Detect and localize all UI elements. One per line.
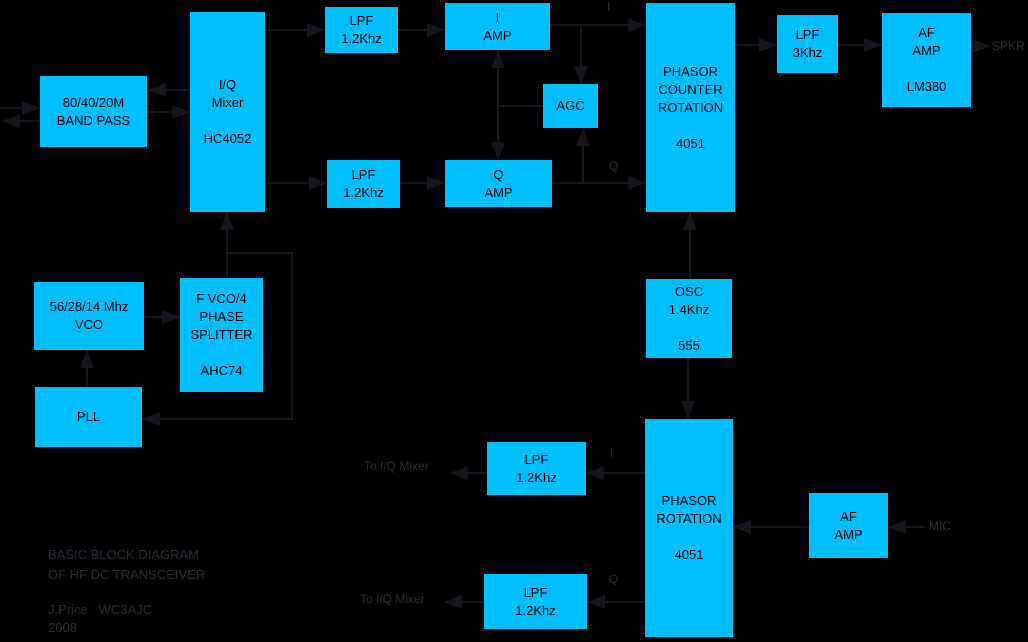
wire-label-i-receive: I [607,0,611,14]
wire-feedback-to-pll [142,252,293,426]
block-lpf-q-transmit: LPF 1.2Khz [484,574,587,629]
to-iq-mixer-label-bottom: To I/Q Mixer [360,592,425,606]
diagram-title-line1: BASIC BLOCK DIAGRAM [48,547,199,562]
block-osc-555: OSC 1.4Khz 555 [646,279,732,358]
diagram-title-line2: OF HF DC TRANSCEIVER [48,567,206,582]
block-lpf-q-receive: LPF 1.2Khz [327,160,400,208]
speaker-label: SPKR [992,39,1025,53]
block-band-pass-filter: 80/40/20M BAND PASS [40,76,147,147]
to-iq-mixer-label-top: To I/Q Mixer [364,459,429,473]
block-agc: AGC [543,84,598,128]
block-q-amp: Q AMP [445,160,552,207]
block-lpf-3khz: LPF 3Khz [777,15,838,73]
diagram-author: J.Price WC3AJC [48,602,153,617]
block-pll: PLL [35,387,142,447]
block-lpf-i-transmit: LPF 1.2Khz [487,442,586,495]
block-lpf-i-receive: LPF 1.2Khz [325,7,398,53]
wire-label-i-transmit: I [610,446,614,460]
block-phasor-rotation: PHASOR ROTATION 4051 [645,419,733,637]
block-af-amp-transmit: AF AMP [809,493,888,558]
block-af-amp-lm380: AF AMP LM380 [882,13,971,107]
block-i-amp: I AMP [445,3,550,50]
wire-label-q-receive: Q [609,159,619,173]
mic-label: MIC [929,519,951,533]
wire-label-q-transmit: Q [609,572,619,586]
diagram-year: 2008 [48,620,77,635]
block-iq-mixer: I/Q Mixer HC4052 [190,12,265,212]
block-phasor-counter-rotation: PHASOR COUNTER ROTATION 4051 [646,3,735,212]
block-phase-splitter: F VCO/4 PHASE SPLITTER AHC74 [180,278,263,392]
block-vco: 56/28/14 Mhz VCO [34,282,144,350]
